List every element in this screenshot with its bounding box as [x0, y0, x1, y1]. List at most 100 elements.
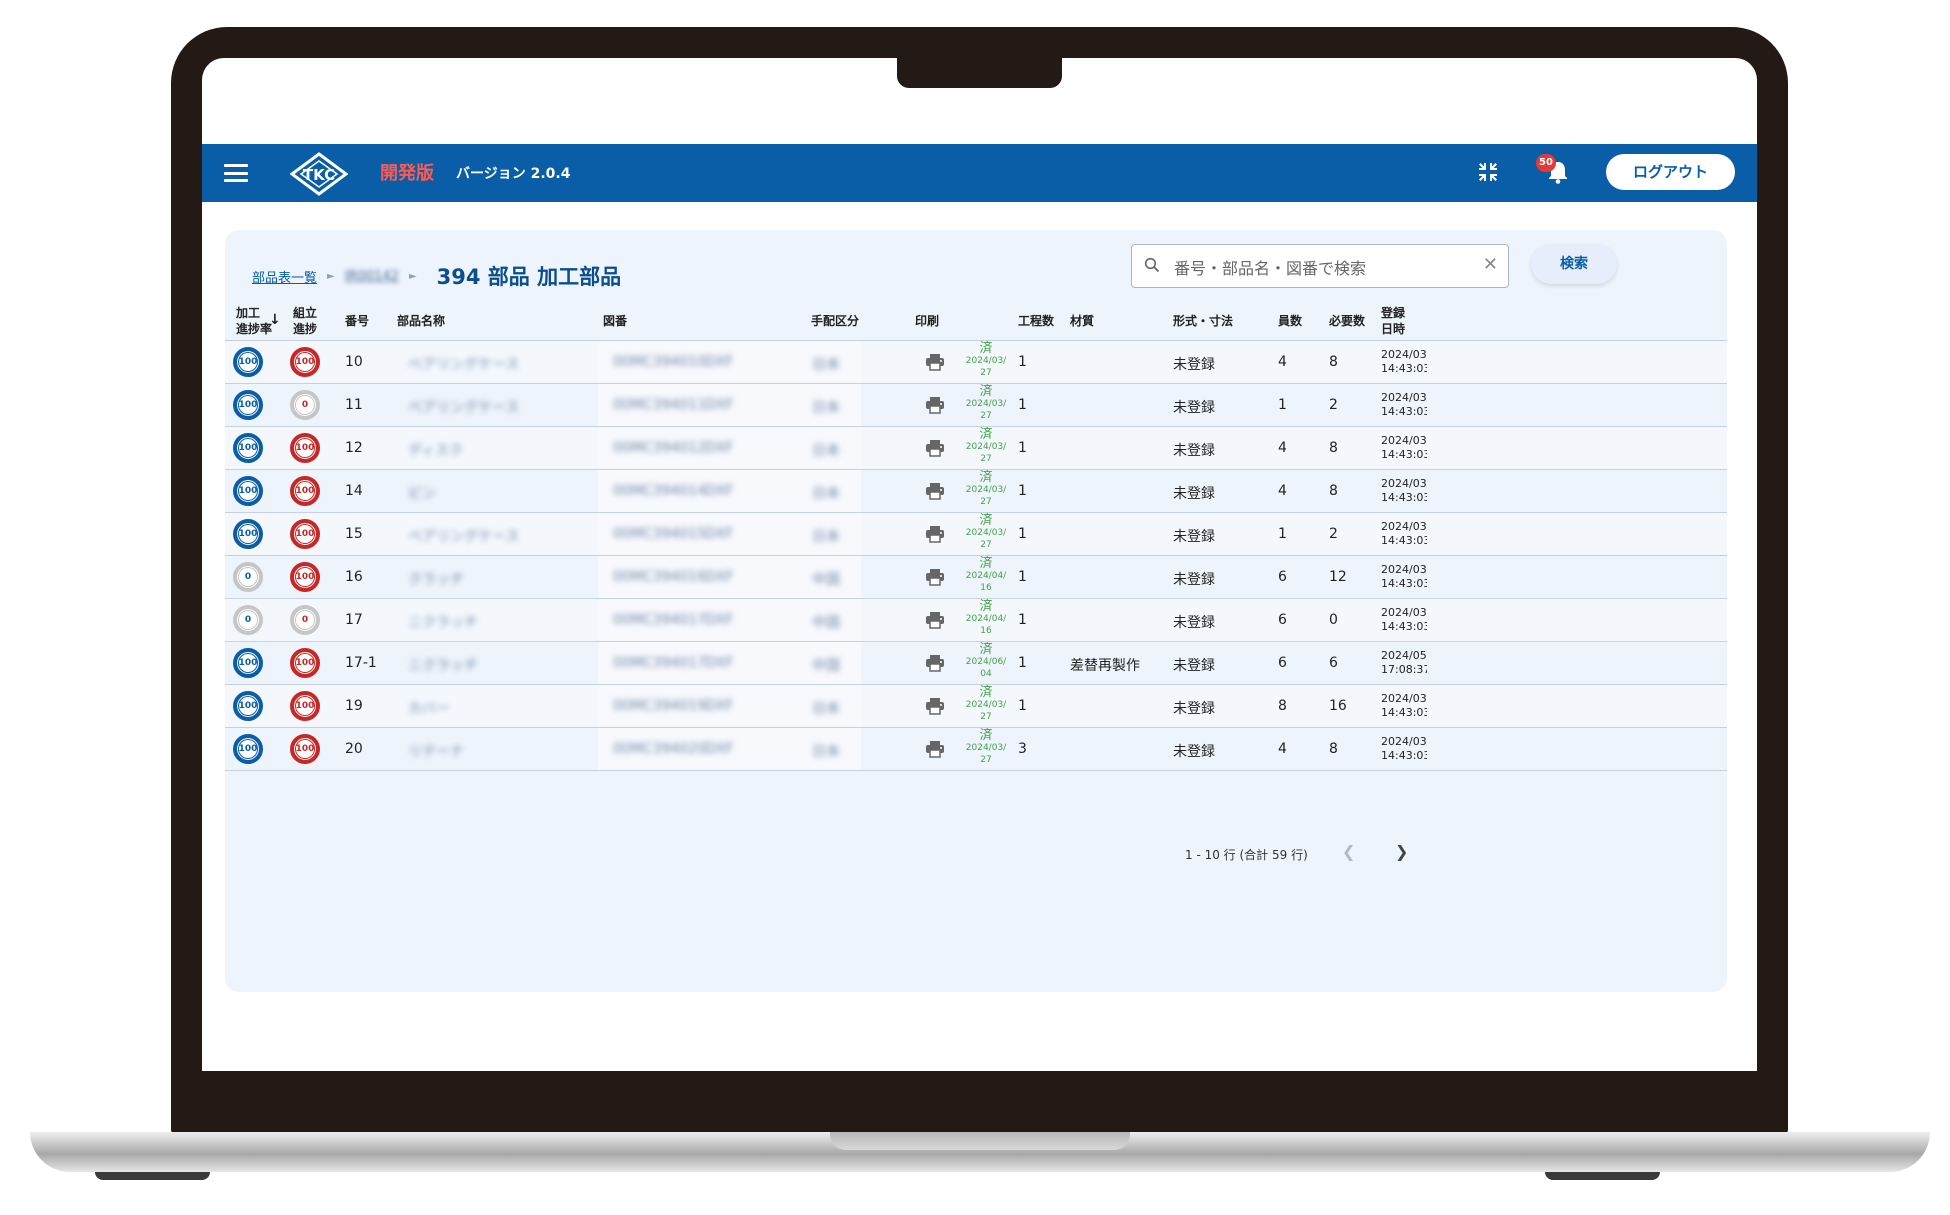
processing-progress-badge[interactable]: 0	[233, 605, 263, 635]
table-row[interactable]: 100 100 10 ベアリングケース 00MC394010 DXF 日本済 2024/03/…	[225, 341, 1727, 384]
header-assembly-rate[interactable]: 組立 進捗	[293, 306, 318, 336]
drawing-number-link[interactable]: 00MC394017	[613, 655, 707, 671]
assembly-progress-badge[interactable]: 100	[290, 648, 320, 678]
header-required-count[interactable]: 必要数	[1329, 314, 1366, 328]
header-unit-count[interactable]: 員数	[1278, 314, 1303, 328]
assembly-progress-badge[interactable]: 100	[290, 433, 320, 463]
clear-icon[interactable]: ✕	[1482, 254, 1498, 275]
header-part-name[interactable]: 部品名称	[397, 314, 446, 328]
printer-icon[interactable]	[925, 482, 945, 504]
header-arrangement[interactable]: 手配区分	[811, 314, 860, 328]
processing-progress-badge[interactable]: 100	[233, 519, 263, 549]
drawing-file-link[interactable]: DXF	[705, 440, 734, 456]
table-row[interactable]: 100 100 20 リテーナ 00MC394020 DXF 日本済 2024/03/27 3 未…	[225, 728, 1727, 771]
table-row[interactable]: 100 100 14 ピン 00MC394014 DXF 日本済 2024/03/27 1 未登録…	[225, 470, 1727, 513]
processing-progress-badge[interactable]: 100	[233, 476, 263, 506]
assembly-progress-badge[interactable]: 100	[290, 519, 320, 549]
arrangement-cell-background	[781, 341, 861, 383]
table-row[interactable]: 100 100 17-1 ニクラッチ 00MC394017 DXF 中国 済 2024/06/0…	[225, 642, 1727, 685]
printer-icon[interactable]	[925, 697, 945, 719]
collapse-fullscreen-icon[interactable]	[1476, 160, 1500, 188]
table-row[interactable]: 100 0 11 ベアリングケース 00MC394011 DXF 日本済 2024/03/27…	[225, 384, 1727, 427]
printer-icon[interactable]	[925, 439, 945, 461]
printer-icon[interactable]	[925, 568, 945, 590]
assembly-progress-badge[interactable]: 100	[290, 734, 320, 764]
search-button[interactable]: 検索	[1531, 244, 1617, 284]
processing-progress-badge[interactable]: 0	[233, 562, 263, 592]
required-count: 2	[1329, 397, 1338, 413]
registered-time: 14:43:03	[1381, 534, 1427, 547]
table-row[interactable]: 100 100 19 カバー 00MC394019 DXF 日本済 2024/03/27 1 未登…	[225, 685, 1727, 728]
processing-progress-badge[interactable]: 100	[233, 390, 263, 420]
drawing-file-link[interactable]: DXF	[705, 483, 734, 499]
processing-progress-badge[interactable]: 100	[233, 648, 263, 678]
processing-progress-badge[interactable]: 100	[233, 347, 263, 377]
printer-icon[interactable]	[925, 525, 945, 547]
drawing-number-link[interactable]: 00MC394016	[613, 569, 707, 585]
part-number: 10	[345, 354, 363, 370]
header-process-count[interactable]: 工程数	[1018, 314, 1055, 328]
assembly-progress-badge[interactable]: 0	[290, 605, 320, 635]
assembly-progress-badge[interactable]: 100	[290, 476, 320, 506]
sort-down-arrow-icon[interactable]: ↓	[269, 312, 281, 328]
laptop-base-notch	[830, 1132, 1130, 1150]
drawing-file-link[interactable]: DXF	[705, 397, 734, 413]
processing-progress-badge[interactable]: 100	[233, 433, 263, 463]
drawing-number-link[interactable]: 00MC394014	[613, 483, 707, 499]
part-name: ベアリングケース	[408, 357, 520, 373]
print-status-mark: 済	[979, 728, 993, 743]
drawing-file-link[interactable]: DXF	[705, 612, 734, 628]
table-row[interactable]: 0 100 16 クラッチ 00MC394016 DXF 中国 済 2024/04/16 1 未登録…	[225, 556, 1727, 599]
drawing-number-link[interactable]: 00MC394015	[613, 526, 707, 542]
header-number[interactable]: 番号	[345, 314, 370, 328]
logout-button[interactable]: ログアウト	[1606, 154, 1735, 190]
drawing-file-link[interactable]: DXF	[705, 569, 734, 585]
assembly-progress-badge[interactable]: 100	[290, 562, 320, 592]
assembly-progress-badge[interactable]: 0	[290, 390, 320, 420]
printer-icon[interactable]	[925, 654, 945, 676]
header-registered-at[interactable]: 登録 日時	[1381, 306, 1406, 336]
processing-progress-badge[interactable]: 100	[233, 691, 263, 721]
table-row[interactable]: 0 0 17 ニクラッチ 00MC394017 DXF 中国済 2024/04/16 1 未登録 6…	[225, 599, 1727, 642]
assembly-progress-badge[interactable]: 100	[290, 691, 320, 721]
drawing-number-link[interactable]: 00MC394010	[613, 354, 707, 370]
arrangement-type: 日本	[812, 443, 840, 459]
unit-count: 4	[1278, 354, 1287, 370]
drawing-file-link[interactable]: DXF	[705, 741, 734, 757]
unit-count: 1	[1278, 526, 1287, 542]
registered-date: 2024/03/27	[1381, 692, 1427, 705]
registered-date: 2024/03/27	[1381, 520, 1427, 533]
header-format-dimension[interactable]: 形式・寸法	[1173, 314, 1234, 328]
notification-count-badge: 50	[1536, 154, 1556, 172]
drawing-number-link[interactable]: 00MC394011	[613, 397, 707, 413]
drawing-number-link[interactable]: 00MC394020	[613, 741, 707, 757]
printer-icon[interactable]	[925, 611, 945, 633]
chevron-left-icon[interactable]: ❮	[1342, 842, 1356, 861]
printer-icon[interactable]	[925, 396, 945, 418]
drawing-number-link[interactable]: 00MC394017	[613, 612, 707, 628]
breadcrumb-project-link[interactable]: IR00142	[344, 268, 399, 284]
drawing-file-link[interactable]: DXF	[705, 655, 734, 671]
print-status-date: 2024/03/27	[965, 743, 1007, 765]
drawing-file-link[interactable]: DXF	[705, 526, 734, 542]
drawing-file-link[interactable]: DXF	[705, 698, 734, 714]
breadcrumb-parts-list-link[interactable]: 部品表一覧	[252, 270, 318, 286]
table-row[interactable]: 100 100 12 ディスク 00MC394012 DXF 日本済 2024/03/27 1 未…	[225, 427, 1727, 470]
header-material[interactable]: 材質	[1070, 314, 1095, 328]
header-drawing-no[interactable]: 図番	[603, 314, 628, 328]
assembly-progress-badge[interactable]: 100	[290, 347, 320, 377]
processing-progress-badge[interactable]: 100	[233, 734, 263, 764]
drawing-number-link[interactable]: 00MC394012	[613, 440, 707, 456]
printer-icon[interactable]	[925, 353, 945, 375]
search-input[interactable]: 番号・部品名・図番で検索 ✕	[1131, 244, 1509, 288]
printer-icon[interactable]	[925, 740, 945, 762]
chevron-right-icon[interactable]: ❯	[1395, 842, 1409, 861]
part-name: リテーナ	[408, 744, 464, 760]
header-print: 印刷	[915, 314, 940, 328]
drawing-file-link[interactable]: DXF	[705, 354, 734, 370]
menu-icon[interactable]	[224, 164, 248, 182]
drawing-number-link[interactable]: 00MC394019	[613, 698, 707, 714]
header-processing-rate[interactable]: 加工 進捗率	[236, 306, 273, 336]
table-row[interactable]: 100 100 15 ベアリングケース 00MC394015 DXF 日本済 2024/03/…	[225, 513, 1727, 556]
drawing-cell-background	[598, 556, 781, 598]
